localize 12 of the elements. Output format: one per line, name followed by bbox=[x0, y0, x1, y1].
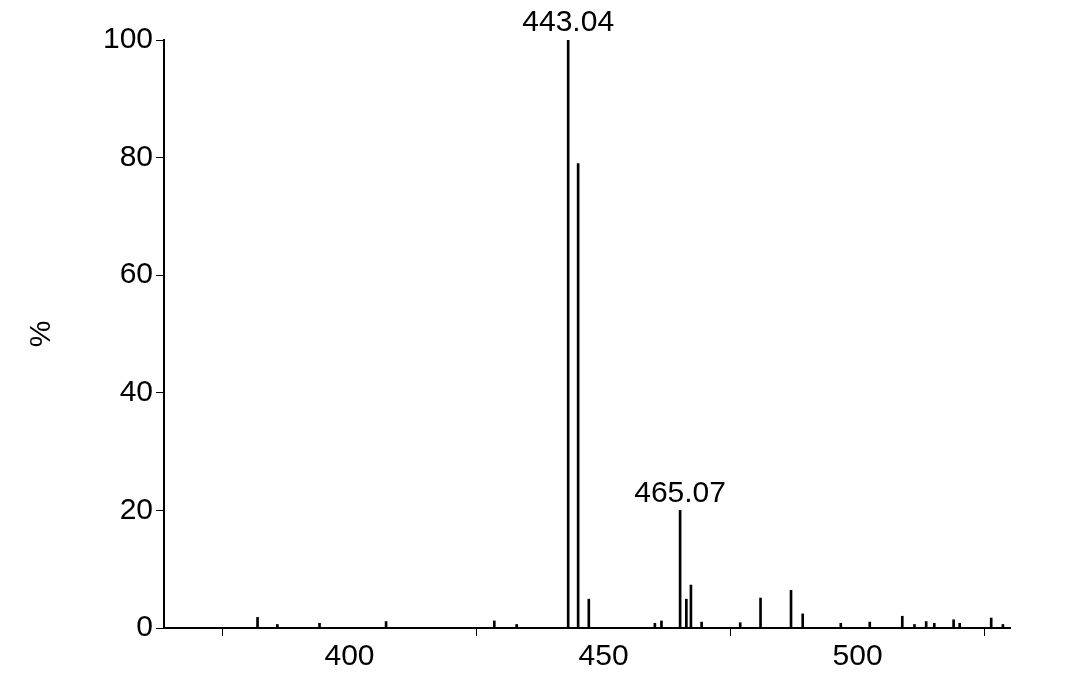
y-tick-label: 60 bbox=[119, 256, 154, 290]
y-tick-label: 20 bbox=[119, 491, 154, 525]
x-tick-label: 450 bbox=[578, 638, 629, 672]
x-tick-label: 500 bbox=[832, 638, 883, 672]
y-tick-label: 80 bbox=[119, 138, 154, 172]
annotation: 465.07 bbox=[634, 474, 726, 508]
y-tick-label: 100 bbox=[102, 21, 154, 55]
y-axis-title: % bbox=[23, 320, 57, 348]
y-tick-label: 40 bbox=[119, 374, 154, 408]
annotation: 443.04 bbox=[522, 4, 615, 38]
x-tick-label: 400 bbox=[324, 638, 375, 672]
y-tick-label: 0 bbox=[136, 609, 154, 643]
